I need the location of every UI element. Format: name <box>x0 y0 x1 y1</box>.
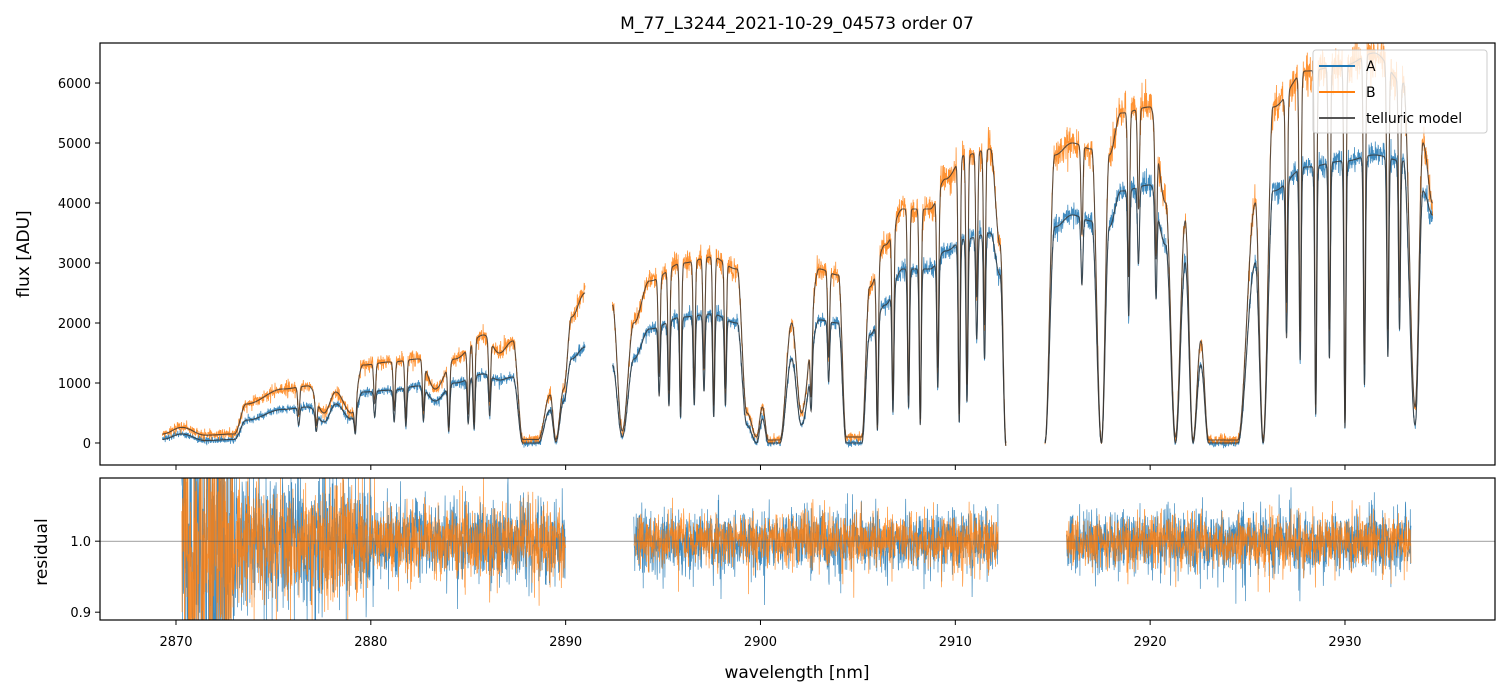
residual-series-b <box>1066 500 1412 593</box>
series-a-line <box>612 220 1007 448</box>
chart-title: M_77_L3244_2021-10-29_04573 order 07 <box>620 14 974 34</box>
y-tick-label: 2000 <box>58 317 91 332</box>
series-a-line <box>1044 138 1433 449</box>
flux-axes: 0 1000 2000 3000 4000 5000 6000 <box>58 42 1496 470</box>
x-tick-label: 2890 <box>549 635 582 650</box>
y-axis-label-residual: residual <box>32 518 52 585</box>
x-tick-label: 2870 <box>159 635 192 650</box>
flux-axes-frame <box>99 42 1496 466</box>
series-b-line <box>161 282 586 445</box>
telluric-model-line-a <box>612 232 1007 446</box>
residual-series-a <box>181 478 566 620</box>
telluric-model-line-a <box>1044 154 1433 444</box>
x-axis-label: wavelength [nm] <box>724 663 869 683</box>
y-tick-label: 0 <box>83 437 91 452</box>
legend-label-a: A <box>1366 59 1376 75</box>
y-tick-label: 4000 <box>58 197 91 212</box>
legend-label-telluric: telluric model <box>1366 111 1462 127</box>
series-b-line <box>612 126 1007 447</box>
y-tick-label: 3000 <box>58 257 91 272</box>
x-tick-label: 2910 <box>939 635 972 650</box>
telluric-model-line-a <box>162 346 586 444</box>
residual-axes-frame <box>99 477 1496 621</box>
residual-series-b <box>633 497 999 598</box>
y-axis-label-flux: flux [ADU] <box>14 210 34 297</box>
legend-label-b: B <box>1366 85 1376 101</box>
telluric-model-line-b <box>162 292 586 441</box>
residual-y-tick-label: 0.9 <box>70 606 91 621</box>
residual-series-b <box>181 478 566 620</box>
residual-y-tick-label: 1.0 <box>70 535 91 550</box>
y-tick-label: 5000 <box>58 137 91 152</box>
residual-axes: 2870 2880 2890 2900 2910 2920 2930 0.9 1.0 <box>70 477 1496 650</box>
telluric-model-line-b <box>612 148 1007 443</box>
legend-box <box>1312 49 1488 134</box>
x-tick-label: 2900 <box>744 635 777 650</box>
y-tick-label: 6000 <box>58 77 91 92</box>
y-tick-label: 1000 <box>58 377 91 392</box>
x-tick-label: 2920 <box>1134 635 1167 650</box>
x-tick-label: 2930 <box>1328 635 1361 650</box>
x-tick-label: 2880 <box>354 635 387 650</box>
legend: A B telluric model <box>1312 49 1488 134</box>
